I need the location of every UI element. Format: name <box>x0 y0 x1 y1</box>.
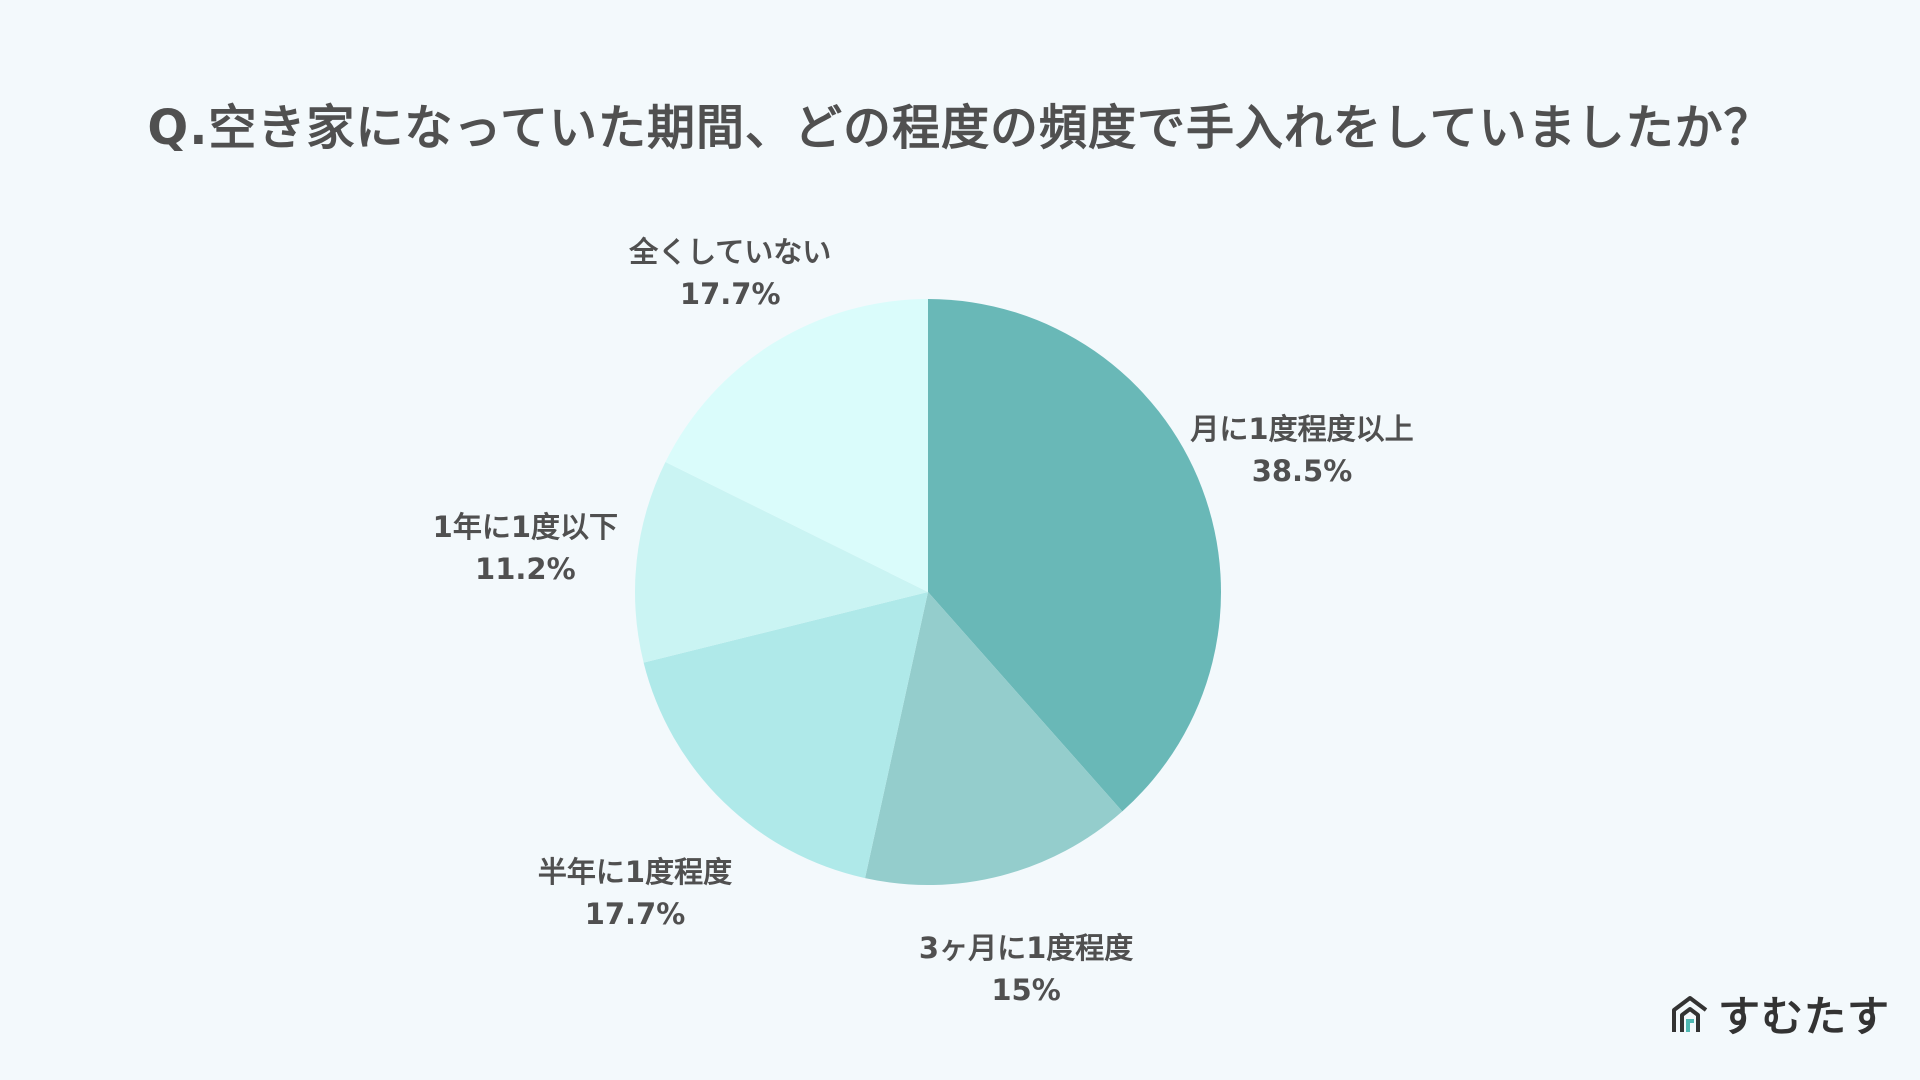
slice-value-label: 17.7% <box>584 896 686 931</box>
house-logo-icon <box>1671 995 1708 1032</box>
slice-value-label: 38.5% <box>1251 454 1353 489</box>
pie-slice-2 <box>865 592 1123 885</box>
chart-title: Q.空き家になっていた期間、どの程度の頻度で手入れをしていましたか？ <box>147 100 1773 156</box>
slice-label-3: 半年に1度程度 17.7% <box>538 851 732 935</box>
pie-slice-5 <box>665 299 928 592</box>
slice-category-label: 3ヶ月に1度程度 <box>918 931 1134 966</box>
slice-category-label: 全くしていない <box>629 235 832 270</box>
pie-slice-4 <box>635 461 928 663</box>
slice-label-5: 全くしていない 17.7% <box>629 231 831 315</box>
slice-category-label: 月に1度程度以上 <box>1190 412 1414 447</box>
pie-slice-1 <box>928 299 1221 812</box>
slice-label-4: 1年に1度以下 11.2% <box>433 506 618 590</box>
slice-category-label: 半年に1度程度 <box>537 854 733 889</box>
brand-logo: すむたす <box>1668 983 1890 1044</box>
brand-name: すむたす <box>1717 992 1890 1041</box>
pie-slice-3 <box>643 592 928 879</box>
slice-value-label: 17.7% <box>679 277 781 312</box>
slice-label-2: 3ヶ月に1度程度 15% <box>919 927 1133 1011</box>
slice-value-label: 11.2% <box>475 552 576 587</box>
slice-label-1: 月に1度程度以上 38.5% <box>1190 408 1413 492</box>
slice-category-label: 1年に1度以下 <box>432 510 619 545</box>
slice-value-label: 15% <box>991 973 1061 1008</box>
